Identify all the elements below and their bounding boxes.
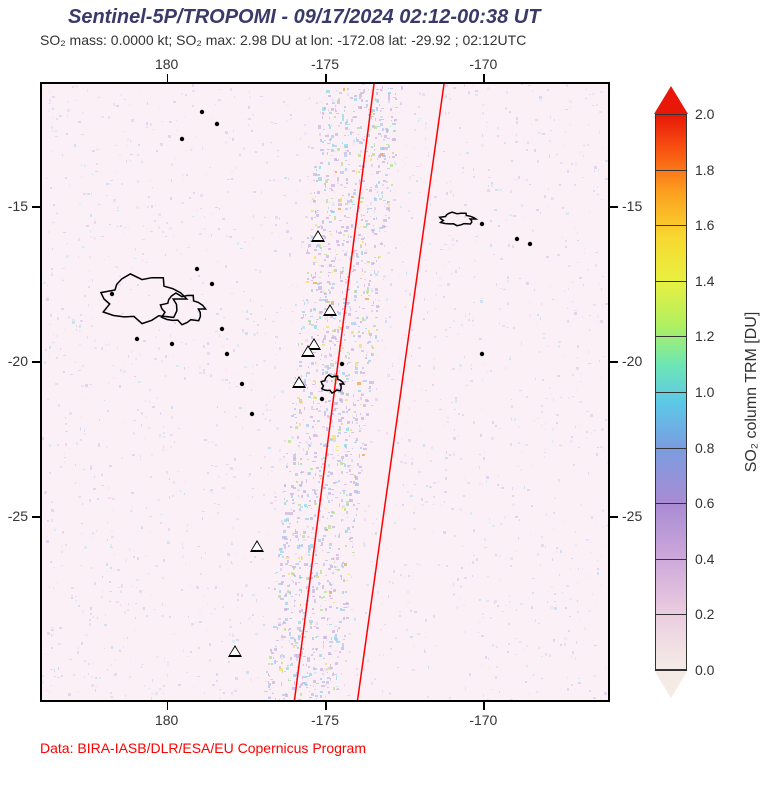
island-dot	[170, 342, 174, 346]
axis-tick	[325, 702, 327, 710]
axis-tick	[483, 702, 485, 710]
axis-tick-label: -15	[622, 198, 642, 214]
axis-tick-label: -170	[469, 56, 497, 72]
colorbar-tick	[655, 392, 687, 393]
axis-tick-label: -170	[469, 712, 497, 728]
island-dot	[225, 352, 229, 356]
colorbar-tick-label: 1.6	[695, 217, 714, 233]
island-dot	[220, 327, 224, 331]
axis-tick	[32, 361, 40, 363]
axis-tick-label: 180	[155, 56, 178, 72]
island-dot	[528, 242, 532, 246]
colorbar-tick	[655, 225, 687, 226]
colorbar-tick	[655, 170, 687, 171]
axis-tick	[167, 702, 169, 710]
axis-tick-label: 180	[155, 712, 178, 728]
island-dot	[180, 137, 184, 141]
volcano-marker	[311, 230, 325, 242]
coastline	[101, 274, 187, 324]
coastline	[440, 212, 476, 226]
axis-tick-label: -175	[311, 712, 339, 728]
colorbar-tick-label: 1.4	[695, 273, 714, 289]
colorbar-tick	[655, 114, 687, 115]
axis-tick-label: -25	[622, 508, 642, 524]
colorbar-tick	[655, 336, 687, 337]
volcano-marker	[250, 540, 264, 552]
colorbar-arrow-top	[654, 86, 688, 114]
colorbar: 0.0 0.2 0.4 0.6 0.8 1.0 1.2 1.4 1.6 1.8 2.0 SO₂ co…	[655, 82, 765, 702]
axis-tick	[610, 361, 618, 363]
island-dot	[515, 237, 519, 241]
coastline	[160, 293, 205, 325]
axis-tick-label: -20	[8, 353, 28, 369]
island-dot	[215, 122, 219, 126]
colorbar-tick-label: 1.2	[695, 328, 714, 344]
colorbar-tick-label: 2.0	[695, 106, 714, 122]
island-dot	[340, 362, 344, 366]
island-dot	[200, 110, 204, 114]
island-dot	[110, 292, 114, 296]
volcano-marker	[323, 304, 337, 316]
map-frame	[40, 82, 610, 702]
island-dot	[480, 352, 484, 356]
axis-tick	[610, 206, 618, 208]
colorbar-tick-label: 1.8	[695, 162, 714, 178]
island-dot	[240, 382, 244, 386]
island-dot	[320, 397, 324, 401]
volcano-marker	[228, 645, 242, 657]
island-dot	[195, 267, 199, 271]
island-dot	[135, 337, 139, 341]
island-dot	[250, 412, 254, 416]
colorbar-tick-label: 0.6	[695, 495, 714, 511]
colorbar-tick-label: 0.4	[695, 551, 714, 567]
chart-subtitle: SO₂ mass: 0.0000 kt; SO₂ max: 2.98 DU at…	[40, 32, 526, 48]
volcano-marker	[292, 376, 306, 388]
colorbar-tick	[655, 670, 687, 671]
colorbar-arrow-bottom	[654, 670, 688, 698]
chart-title: Sentinel-5P/TROPOMI - 09/17/2024 02:12-0…	[68, 6, 540, 29]
colorbar-tick	[655, 503, 687, 504]
colorbar-tick	[655, 281, 687, 282]
axis-tick-label: -20	[622, 353, 642, 369]
coastline	[321, 375, 344, 393]
axis-tick-label: -175	[311, 56, 339, 72]
axis-tick-label: -15	[8, 198, 28, 214]
map-svg	[42, 84, 610, 702]
colorbar-axis-label: SO₂ column TRM [DU]	[743, 312, 761, 473]
satellite-track	[294, 84, 374, 702]
colorbar-tick-label: 0.8	[695, 440, 714, 456]
axis-tick	[32, 516, 40, 518]
colorbar-tick-label: 1.0	[695, 384, 714, 400]
axis-tick	[32, 206, 40, 208]
volcano-marker	[301, 345, 315, 357]
axis-tick	[167, 74, 169, 82]
axis-tick	[483, 74, 485, 82]
colorbar-tick-label: 0.2	[695, 606, 714, 622]
axis-tick	[325, 74, 327, 82]
colorbar-tick	[655, 614, 687, 615]
colorbar-tick	[655, 559, 687, 560]
colorbar-tick	[655, 448, 687, 449]
data-credit: Data: BIRA-IASB/DLR/ESA/EU Copernicus Pr…	[40, 740, 366, 756]
island-dot	[480, 222, 484, 226]
axis-tick	[610, 516, 618, 518]
colorbar-tick-label: 0.0	[695, 662, 714, 678]
satellite-track	[357, 84, 444, 702]
island-dot	[210, 282, 214, 286]
axis-tick-label: -25	[8, 508, 28, 524]
